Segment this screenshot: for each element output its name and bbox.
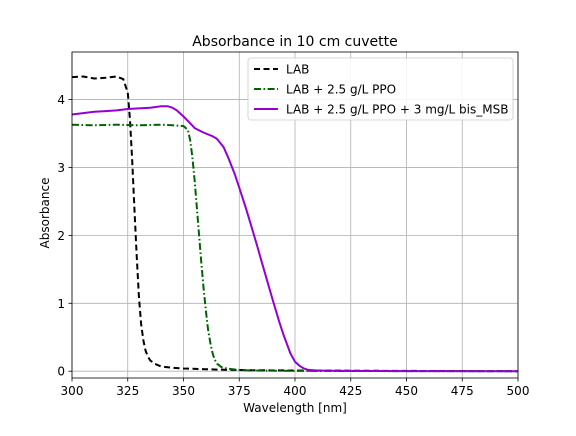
y-tick-label: 2 bbox=[57, 229, 65, 243]
y-tick-label: 1 bbox=[57, 297, 65, 311]
x-tick-label: 450 bbox=[395, 384, 418, 398]
x-axis: 300 325 350 375 400 425 450 475 500 bbox=[61, 378, 530, 398]
legend-box bbox=[247, 57, 514, 121]
x-tick-label: 475 bbox=[451, 384, 474, 398]
y-tick-label: 3 bbox=[57, 161, 65, 175]
y-axis-label: Absorbance bbox=[38, 178, 52, 249]
x-tick-label: 375 bbox=[228, 384, 251, 398]
chart-title: Absorbance in 10 cm cuvette bbox=[192, 34, 398, 50]
y-axis: 0 1 2 3 4 bbox=[57, 93, 72, 379]
y-tick-label: 4 bbox=[57, 93, 65, 107]
series-line-3 bbox=[71, 105, 519, 373]
x-tick-label: 500 bbox=[507, 384, 530, 398]
series-layer bbox=[71, 75, 519, 373]
legend: LAB LAB + 2.5 g/L PPO LAB + 2.5 g/L PPO + … bbox=[247, 57, 514, 121]
legend-label-1: LAB bbox=[286, 63, 309, 77]
y-tick-label: 0 bbox=[57, 365, 65, 379]
x-tick-label: 325 bbox=[116, 384, 139, 398]
series-line-2 bbox=[71, 123, 519, 373]
x-axis-label: Wavelength [nm] bbox=[243, 401, 347, 415]
series-line-1 bbox=[71, 75, 519, 373]
legend-label-3: LAB + 2.5 g/L PPO + 3 mg/L bis_MSB bbox=[286, 103, 508, 117]
legend-label-2: LAB + 2.5 g/L PPO bbox=[286, 83, 396, 97]
x-tick-label: 400 bbox=[284, 384, 307, 398]
x-tick-label: 350 bbox=[172, 384, 195, 398]
x-tick-label: 300 bbox=[61, 384, 84, 398]
x-tick-label: 425 bbox=[339, 384, 362, 398]
